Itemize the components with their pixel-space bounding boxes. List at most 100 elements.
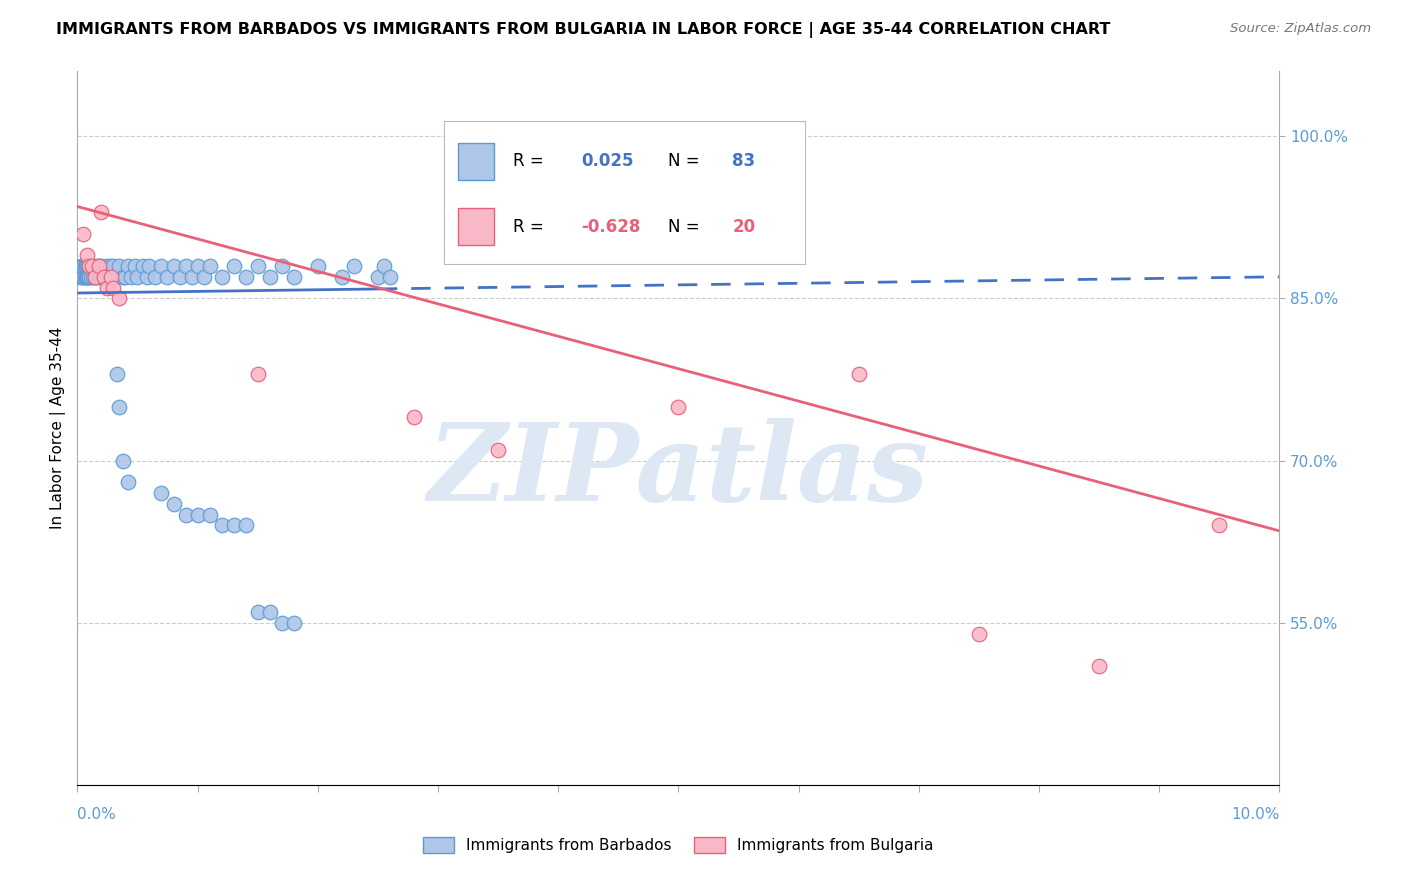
Point — [132, 259, 155, 273]
Point — [108, 259, 131, 273]
Point — [198, 259, 221, 273]
Point — [83, 259, 105, 273]
Point — [70, 259, 93, 273]
Point — [77, 269, 100, 284]
Point — [270, 259, 292, 273]
Point — [367, 269, 389, 284]
Point — [87, 259, 110, 273]
Point — [378, 269, 401, 284]
Point — [136, 269, 159, 284]
Point — [111, 269, 134, 284]
Point — [75, 259, 97, 273]
Point — [98, 259, 121, 273]
Legend: Immigrants from Barbados, Immigrants from Bulgaria: Immigrants from Barbados, Immigrants fro… — [418, 831, 939, 859]
Point — [486, 442, 509, 457]
Point — [72, 269, 94, 284]
Point — [373, 259, 395, 273]
Point — [1208, 518, 1230, 533]
Point — [162, 259, 184, 273]
Point — [283, 269, 305, 284]
Point — [76, 259, 98, 273]
Point — [120, 269, 142, 284]
Point — [108, 292, 131, 306]
Point — [96, 259, 118, 273]
Point — [343, 259, 366, 273]
Point — [108, 400, 131, 414]
Point — [222, 518, 245, 533]
Point — [80, 259, 103, 273]
Text: 0.0%: 0.0% — [77, 807, 117, 822]
Point — [79, 269, 101, 284]
Point — [111, 453, 134, 467]
Point — [93, 269, 115, 284]
Text: ZIPatlas: ZIPatlas — [427, 418, 929, 524]
Point — [75, 269, 97, 284]
Point — [174, 508, 197, 522]
Point — [105, 367, 128, 381]
Point — [187, 508, 209, 522]
Point — [73, 259, 96, 273]
Point — [330, 269, 353, 284]
Point — [283, 615, 305, 630]
Point — [246, 367, 269, 381]
Point — [79, 259, 101, 273]
Point — [259, 269, 281, 284]
Point — [967, 626, 990, 640]
Point — [100, 269, 122, 284]
Text: IMMIGRANTS FROM BARBADOS VS IMMIGRANTS FROM BULGARIA IN LABOR FORCE | AGE 35-44 : IMMIGRANTS FROM BARBADOS VS IMMIGRANTS F… — [56, 22, 1111, 38]
Point — [84, 269, 107, 284]
Point — [93, 269, 115, 284]
Point — [211, 518, 233, 533]
Point — [187, 259, 209, 273]
Point — [235, 518, 257, 533]
Text: 10.0%: 10.0% — [1232, 807, 1279, 822]
Point — [76, 269, 98, 284]
Point — [87, 259, 110, 273]
Text: Source: ZipAtlas.com: Source: ZipAtlas.com — [1230, 22, 1371, 36]
Point — [117, 475, 139, 490]
Point — [76, 248, 98, 262]
Point — [117, 259, 139, 273]
Point — [124, 259, 146, 273]
Point — [82, 269, 104, 284]
Point — [193, 269, 215, 284]
Point — [259, 605, 281, 619]
Point — [150, 259, 173, 273]
Point — [145, 269, 167, 284]
Point — [73, 269, 96, 284]
Point — [235, 269, 257, 284]
Point — [402, 410, 425, 425]
Point — [848, 367, 870, 381]
Point — [76, 269, 98, 284]
Point — [89, 269, 111, 284]
Point — [668, 400, 690, 414]
Point — [70, 259, 93, 273]
Point — [84, 269, 107, 284]
Point — [1088, 659, 1111, 673]
Point — [80, 259, 103, 273]
Point — [69, 269, 91, 284]
Point — [104, 269, 127, 284]
Point — [100, 269, 122, 284]
Point — [72, 259, 94, 273]
Point — [246, 605, 269, 619]
Point — [174, 259, 197, 273]
Point — [180, 269, 202, 284]
Point — [211, 269, 233, 284]
Point — [169, 269, 191, 284]
Point — [114, 269, 136, 284]
Point — [96, 269, 118, 284]
Point — [77, 259, 100, 273]
Point — [150, 486, 173, 500]
Point — [86, 259, 108, 273]
Point — [127, 269, 149, 284]
Point — [79, 269, 101, 284]
Point — [79, 259, 101, 273]
Point — [90, 259, 112, 273]
Point — [70, 269, 93, 284]
Point — [307, 259, 329, 273]
Point — [198, 508, 221, 522]
Point — [270, 615, 292, 630]
Point — [103, 280, 125, 294]
Point — [87, 269, 110, 284]
